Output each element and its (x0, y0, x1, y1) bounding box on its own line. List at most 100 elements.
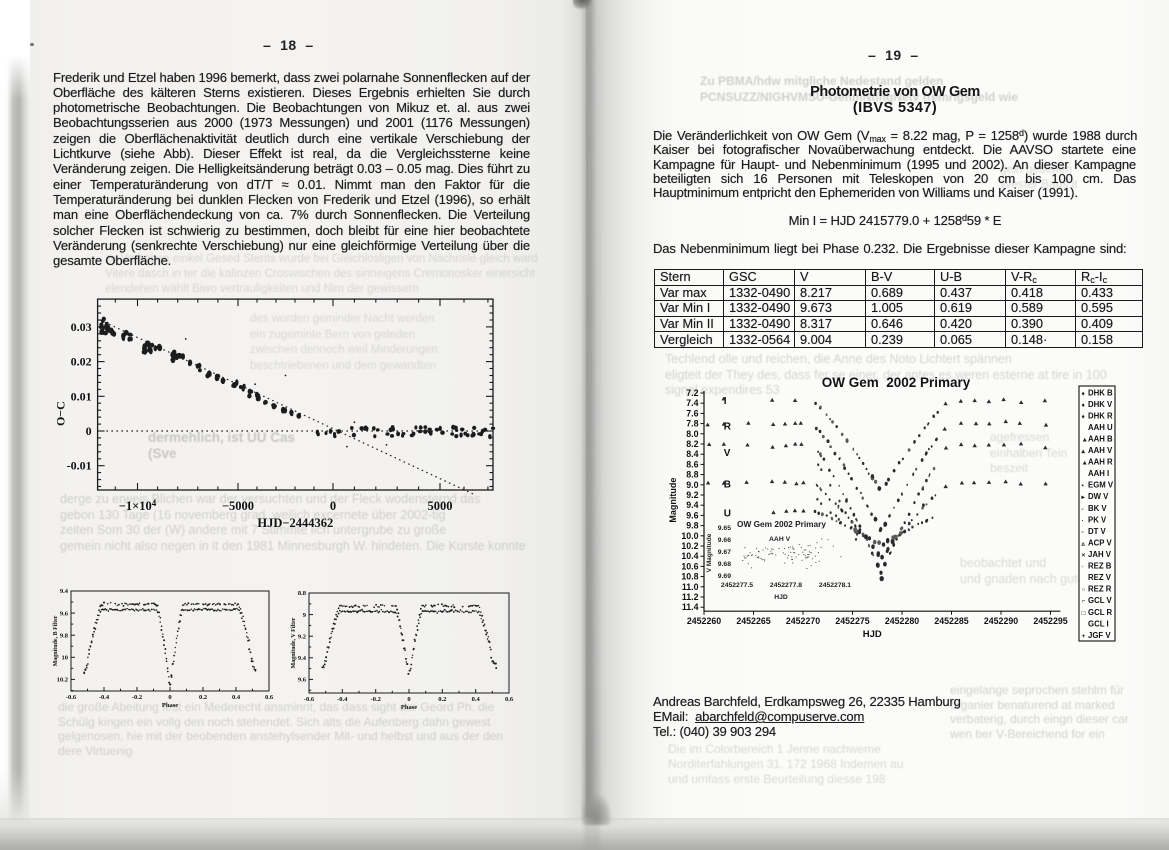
svg-text:0.4: 0.4 (472, 696, 481, 703)
svg-text:9.67: 9.67 (718, 549, 731, 556)
svg-text:DHK B: DHK B (1088, 388, 1113, 397)
svg-text:-0.2: -0.2 (371, 696, 381, 703)
svg-text:HJD: HJD (863, 629, 882, 640)
svg-text:2452277.8: 2452277.8 (770, 582, 802, 589)
svg-text:2452260: 2452260 (687, 616, 721, 626)
svg-text:▵: ▵ (1081, 541, 1086, 548)
svg-text:9.2: 9.2 (298, 633, 306, 640)
svg-text:HJD−2444362: HJD−2444362 (257, 516, 333, 530)
svg-text:−1×104: −1×104 (119, 498, 157, 513)
svg-text:·: · (1082, 517, 1084, 524)
svg-text:9.66: 9.66 (718, 537, 731, 544)
svg-text:0.01: 0.01 (71, 389, 92, 403)
svg-text:▲: ▲ (1082, 460, 1088, 467)
svg-text:2452270: 2452270 (786, 616, 820, 626)
svg-text:9.6: 9.6 (686, 510, 698, 520)
svg-text:REZ R: REZ R (1088, 585, 1112, 594)
svg-text:DHK R: DHK R (1088, 411, 1113, 420)
svg-text:▴: ▴ (1081, 448, 1086, 455)
svg-text:▸: ▸ (1081, 494, 1086, 501)
svg-text:11.0: 11.0 (682, 582, 699, 592)
svg-text:9.6: 9.6 (298, 677, 307, 684)
svg-text:−5000: −5000 (222, 499, 254, 513)
svg-text:DW V: DW V (1088, 492, 1109, 501)
svg-text:0.6: 0.6 (265, 694, 274, 701)
svg-text:AAH R: AAH R (1088, 458, 1113, 467)
svg-text:2452277.5: 2452277.5 (721, 582, 753, 589)
svg-text:0.2: 0.2 (199, 694, 207, 701)
svg-text:-0.4: -0.4 (99, 694, 110, 701)
svg-text:10.0: 10.0 (681, 531, 698, 541)
svg-text:AAH V: AAH V (769, 536, 791, 543)
svg-text:7.8: 7.8 (686, 419, 698, 429)
svg-text:○: ○ (1082, 587, 1086, 594)
svg-text:8.8: 8.8 (686, 470, 698, 480)
svg-text:-0.4: -0.4 (337, 696, 348, 703)
svg-text:10.2: 10.2 (681, 541, 698, 551)
svg-text:8.6: 8.6 (686, 459, 698, 469)
svg-text:REZ B: REZ B (1088, 562, 1112, 571)
svg-text:11.2: 11.2 (682, 592, 699, 602)
svg-text:10.2: 10.2 (57, 677, 68, 684)
svg-text:Phase: Phase (401, 704, 417, 711)
svg-text:9.0: 9.0 (686, 480, 698, 490)
svg-text:+: + (1082, 633, 1086, 640)
svg-text:JGF V: JGF V (1088, 631, 1111, 640)
svg-text:×: × (1082, 552, 1086, 559)
svg-text:2452265: 2452265 (736, 616, 770, 626)
svg-text:B: B (724, 479, 731, 490)
svg-text:I: I (724, 396, 727, 407)
svg-text:▪: ▪ (1082, 483, 1084, 490)
svg-text:9.4: 9.4 (298, 655, 307, 662)
svg-text:Magnitude: Magnitude (668, 478, 678, 523)
svg-text:10.6: 10.6 (681, 561, 698, 571)
svg-text:0.02: 0.02 (71, 355, 92, 369)
svg-text:REZ V: REZ V (1088, 573, 1112, 582)
svg-text:7.4: 7.4 (686, 398, 698, 408)
svg-text:⌐: ⌐ (1082, 598, 1086, 605)
svg-text:AAH I: AAH I (1088, 469, 1109, 478)
svg-text:-0.2: -0.2 (132, 694, 142, 701)
svg-text:♦: ♦ (1082, 390, 1086, 397)
svg-text:AAH B: AAH B (1088, 435, 1113, 444)
svg-text:DT V: DT V (1088, 527, 1107, 536)
svg-text:O−C: O−C (54, 401, 68, 426)
svg-text:8.0: 8.0 (686, 429, 698, 439)
svg-text:AAH V: AAH V (1088, 446, 1113, 455)
svg-text:2452290: 2452290 (984, 616, 1018, 626)
svg-text:♦: ♦ (1082, 402, 1086, 409)
svg-text:-: - (1082, 506, 1084, 513)
svg-text:9.2: 9.2 (686, 490, 698, 500)
svg-text:♦: ♦ (1082, 413, 1086, 420)
svg-text:HJD: HJD (774, 594, 788, 601)
svg-text:7.2: 7.2 (686, 388, 698, 398)
svg-text:▲: ▲ (1082, 437, 1088, 444)
svg-text:9.69: 9.69 (718, 573, 731, 580)
svg-text:BK V: BK V (1088, 504, 1107, 513)
svg-text:9.6: 9.6 (60, 610, 69, 617)
svg-text:EGM V: EGM V (1088, 481, 1114, 490)
svg-text:8.8: 8.8 (298, 590, 307, 597)
svg-text:Phase: Phase (162, 702, 178, 709)
svg-text:11.4: 11.4 (682, 602, 699, 612)
svg-text:0.4: 0.4 (232, 694, 241, 701)
svg-text:DHK V: DHK V (1088, 400, 1113, 409)
svg-text:10.8: 10.8 (681, 572, 698, 582)
svg-text:ACP V: ACP V (1088, 539, 1112, 548)
svg-text:GCL V: GCL V (1088, 596, 1112, 605)
svg-text:10.4: 10.4 (681, 551, 698, 561)
svg-text:9.4: 9.4 (60, 588, 69, 595)
svg-text:2452280: 2452280 (885, 616, 919, 626)
svg-text:9.4: 9.4 (686, 500, 698, 510)
svg-text:0.03: 0.03 (71, 320, 92, 334)
svg-text:U: U (724, 508, 731, 519)
svg-text:2452278.1: 2452278.1 (819, 582, 851, 589)
svg-text:8.2: 8.2 (686, 439, 698, 449)
svg-text:GCL I: GCL I (1088, 619, 1109, 628)
svg-text:-0.6: -0.6 (66, 694, 77, 701)
svg-text:V Magnitude: V Magnitude (706, 533, 713, 572)
svg-text:2452295: 2452295 (1033, 616, 1067, 626)
svg-text:◦: ◦ (1082, 564, 1084, 571)
svg-text:GCL R: GCL R (1088, 608, 1112, 617)
svg-text:9.8: 9.8 (60, 632, 69, 639)
